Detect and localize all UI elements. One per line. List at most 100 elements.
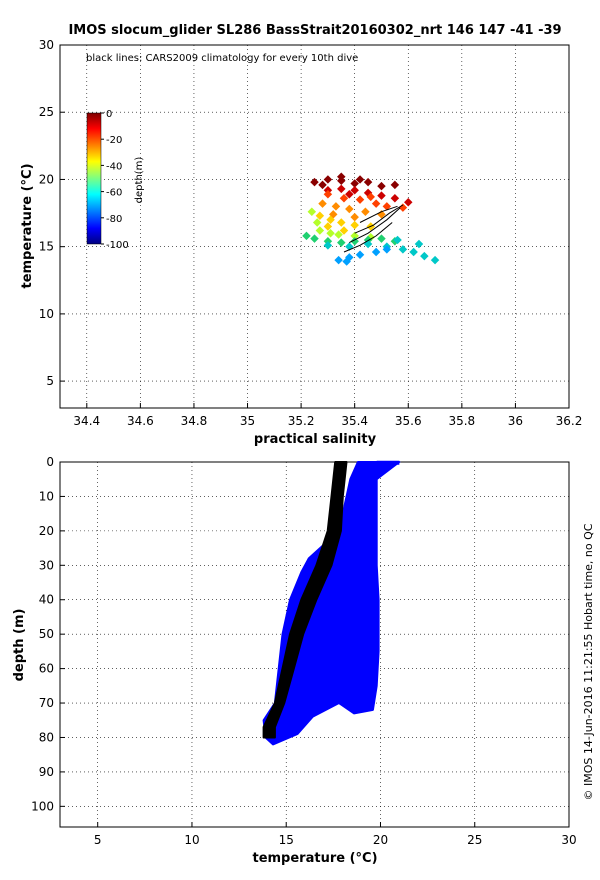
colorbar-tick-label: -80: [106, 214, 122, 225]
ts-point: [382, 245, 392, 254]
ts-point: [310, 177, 319, 187]
ts-point: [414, 239, 424, 249]
profile-y-tick-label: 10: [39, 489, 54, 503]
ts-y-tick-label: 15: [39, 240, 54, 254]
profile-y-tick-label: 60: [39, 662, 54, 676]
colorbar-tick-label: -40: [106, 161, 122, 172]
ts-x-tick-label: 36: [508, 414, 523, 428]
profile-series: [262, 460, 401, 746]
profile-y-axis-label: depth (m): [12, 609, 27, 682]
ts-climatology-line: [349, 207, 401, 244]
profile-x-tick-label: 15: [279, 833, 294, 847]
ts-point: [390, 180, 400, 190]
ts-x-axis-label: practical salinity: [254, 432, 377, 447]
ts-point: [363, 177, 373, 187]
ts-y-tick-label: 10: [39, 307, 54, 321]
profile-y-tick-label: 40: [39, 593, 54, 607]
ts-point: [377, 181, 386, 191]
ts-y-axis-label: temperature (°C): [20, 163, 35, 288]
ts-x-tick-label: 34.4: [73, 414, 100, 428]
ts-point: [366, 192, 376, 202]
ts-point: [337, 184, 346, 194]
ts-point: [377, 234, 386, 243]
profile-y-tick-label: 100: [31, 799, 54, 813]
ts-point: [334, 255, 343, 265]
ts-x-tick-label: 35.4: [341, 414, 368, 428]
ts-plot-frame: [59, 44, 570, 409]
ts-point: [326, 228, 335, 238]
ts-gridlines: [60, 44, 570, 408]
ts-point: [350, 179, 359, 188]
ts-scatter-plot: 34.4 34.6 34.8 35 35.2 35.4 35.6 35.8 36 36.2 5 10…: [20, 38, 582, 447]
depth-profile-plot: 5 10 15 20 25 30 0 10 20 30 40 50 60 70 80 90 100 tempe…: [12, 455, 577, 866]
colorbar-tick-label: -60: [106, 188, 122, 199]
ts-point: [315, 226, 325, 235]
profile-x-ticks: 5 10 15 20 25 30: [94, 822, 577, 847]
ts-point: [398, 203, 408, 212]
ts-points: [302, 172, 440, 266]
ts-point: [404, 198, 413, 207]
ts-y-tick-label: 25: [39, 105, 54, 119]
ts-x-ticks: 34.4 34.6 34.8 35 35.2 35.4 35.6 35.8 36 36.2: [73, 403, 582, 428]
ts-y-ticks: 5 10 15 20 25 30: [39, 38, 65, 388]
ts-point: [398, 245, 408, 254]
ts-point: [315, 211, 325, 220]
colorbar-tick-label: -100: [106, 240, 129, 251]
ts-point: [342, 257, 351, 266]
ts-point: [355, 195, 365, 204]
profile-y-tick-label: 70: [39, 696, 54, 710]
profile-y-ticks: 0 10 20 30 40 50 60 70 80 90 100: [31, 455, 65, 813]
ts-annotation: black lines: CARS2009 climatology for ev…: [86, 53, 358, 64]
ts-x-tick-label: 35.8: [448, 414, 475, 428]
ts-point: [361, 207, 370, 216]
ts-point: [382, 202, 392, 211]
ts-point: [337, 238, 346, 247]
ts-point: [350, 231, 359, 241]
ts-climatology-line: [359, 205, 398, 223]
ts-point: [323, 241, 333, 250]
ts-x-tick-label: 35: [240, 414, 255, 428]
ts-point: [339, 226, 349, 235]
side-note: © IMOS 14-Jun-2016 11:21:55 Hobart time,…: [582, 523, 595, 800]
profile-x-tick-label: 20: [373, 833, 388, 847]
profile-x-tick-label: 25: [467, 833, 482, 847]
ts-point: [355, 175, 365, 184]
ts-climatology-lines: [343, 204, 404, 253]
colorbar-tick-label: 0: [106, 109, 112, 120]
ts-point: [318, 199, 327, 208]
profile-gridlines: [60, 461, 570, 827]
profile-y-tick-label: 30: [39, 558, 54, 572]
ts-point: [345, 189, 354, 199]
ts-point: [323, 189, 333, 199]
figure-title: IMOS slocum_glider SL286 BassStrait20160…: [68, 23, 561, 38]
profile-y-tick-label: 0: [46, 455, 54, 469]
ts-point: [350, 185, 359, 195]
ts-point: [337, 218, 346, 227]
ts-point: [371, 199, 381, 208]
ts-point: [307, 207, 317, 216]
profile-y-tick-label: 90: [39, 765, 54, 779]
profile-y-tick-label: 50: [39, 627, 54, 641]
ts-x-tick-label: 34.8: [181, 414, 208, 428]
ts-point: [430, 255, 440, 265]
profile-x-tick-label: 30: [561, 833, 576, 847]
profile-y-tick-label: 80: [39, 730, 54, 744]
ts-point: [390, 194, 400, 203]
colorbar-tick-label: -20: [106, 135, 122, 146]
ts-point: [323, 222, 333, 231]
ts-point: [331, 202, 341, 211]
ts-y-tick-label: 5: [46, 374, 54, 388]
ts-point: [312, 218, 322, 227]
ts-x-tick-label: 36.2: [556, 414, 583, 428]
ts-point: [302, 231, 311, 241]
ts-point: [355, 250, 365, 259]
ts-point: [339, 194, 349, 203]
depth-colorbar: 0 -20 -40 -60 -80 -100 depth(m): [86, 109, 145, 251]
ts-climatology-line: [354, 204, 404, 234]
profile-x-tick-label: 10: [184, 833, 199, 847]
ts-y-tick-label: 30: [39, 38, 54, 52]
ts-point: [409, 247, 418, 257]
climatology-temperature-band: [262, 461, 348, 739]
ts-y-tick-label: 20: [39, 172, 54, 186]
